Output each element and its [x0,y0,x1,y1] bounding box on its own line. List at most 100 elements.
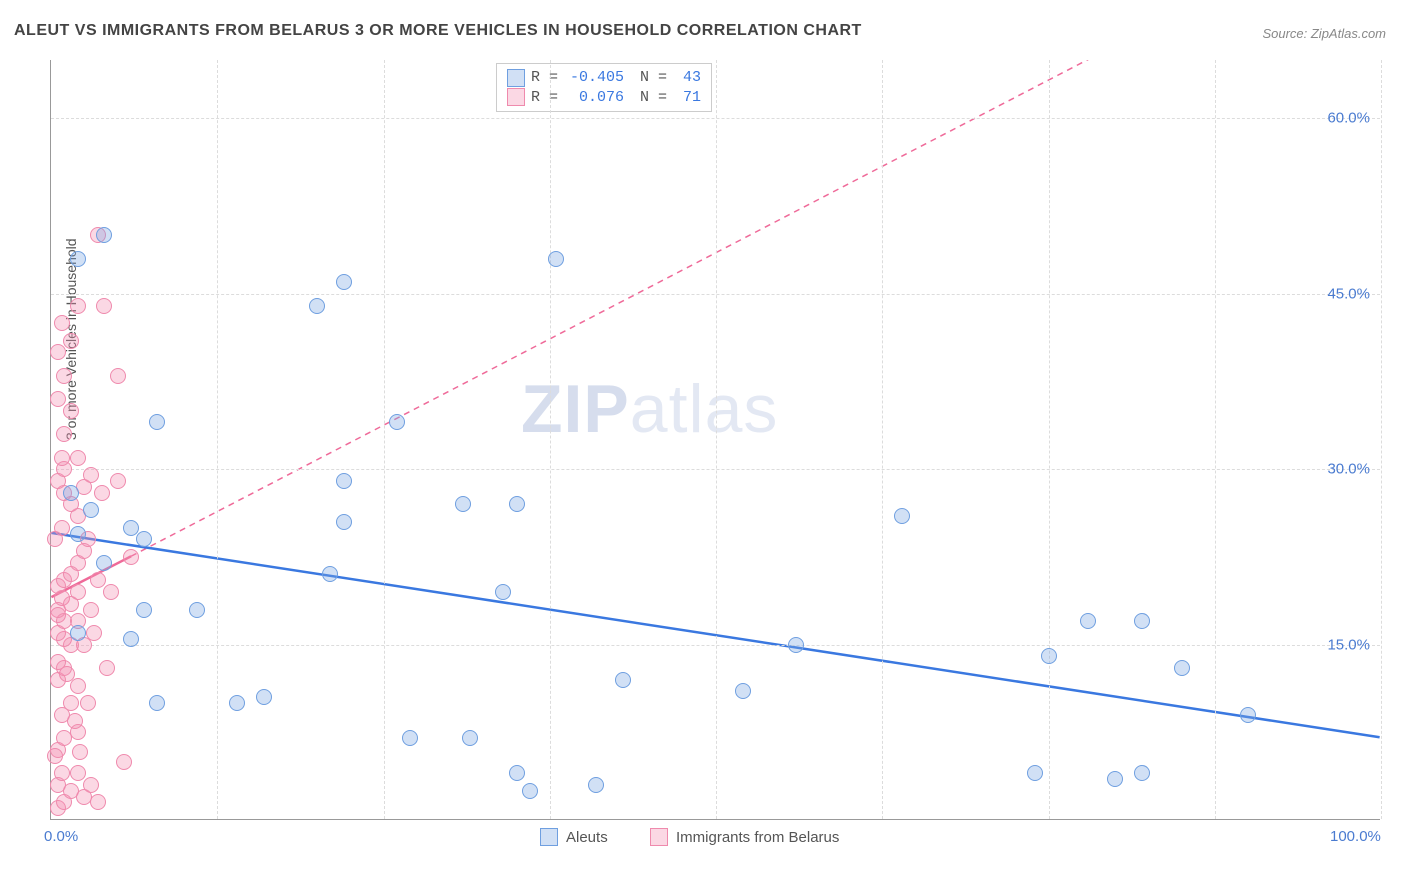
gridline-v [1215,60,1216,819]
data-point-belarus [103,584,119,600]
data-point-aleut [1041,648,1057,664]
data-point-belarus [47,531,63,547]
legend-aleut: Aleuts [540,828,608,846]
gridline-v [1381,60,1382,819]
data-point-belarus [110,368,126,384]
data-point-belarus [86,625,102,641]
data-point-aleut [336,514,352,530]
data-point-belarus [90,572,106,588]
y-tick-label: 60.0% [1327,110,1370,127]
data-point-belarus [90,794,106,810]
data-point-aleut [336,274,352,290]
gridline-v [384,60,385,819]
data-point-belarus [54,450,70,466]
chart-title: ALEUT VS IMMIGRANTS FROM BELARUS 3 OR MO… [14,22,862,40]
data-point-aleut [70,625,86,641]
data-point-aleut [495,584,511,600]
data-point-belarus [94,485,110,501]
data-point-belarus [56,368,72,384]
stat-row-belarus: R = 0.076 N = 71 [507,88,701,108]
data-point-belarus [70,298,86,314]
data-point-aleut [1134,765,1150,781]
legend-swatch [540,828,558,846]
data-point-aleut [1080,613,1096,629]
data-point-belarus [59,666,75,682]
data-point-belarus [83,602,99,618]
correlation-stats-box: R =-0.405N =43R = 0.076 N = 71 [496,63,712,112]
data-point-aleut [309,298,325,314]
data-point-aleut [615,672,631,688]
data-point-belarus [67,713,83,729]
data-point-aleut [256,689,272,705]
data-point-belarus [116,754,132,770]
data-point-belarus [99,660,115,676]
data-point-belarus [83,467,99,483]
data-point-aleut [455,496,471,512]
stat-r-label: R = [531,88,558,108]
data-point-aleut [1027,765,1043,781]
data-point-aleut [136,531,152,547]
stat-n-value: 43 [673,68,701,88]
data-point-aleut [735,683,751,699]
data-point-aleut [462,730,478,746]
data-point-belarus [70,450,86,466]
watermark: ZIPatlas [521,370,778,448]
x-tick-label: 0.0% [44,828,78,845]
x-tick-label: 100.0% [1330,828,1381,845]
data-point-belarus [110,473,126,489]
legend-swatch [507,69,525,87]
data-point-aleut [1240,707,1256,723]
data-point-belarus [63,403,79,419]
data-point-aleut [788,637,804,653]
gridline-v [716,60,717,819]
data-point-aleut [149,414,165,430]
data-point-belarus [63,333,79,349]
data-point-aleut [1107,771,1123,787]
data-point-aleut [322,566,338,582]
data-point-aleut [1174,660,1190,676]
data-point-belarus [56,426,72,442]
gridline-v [217,60,218,819]
data-point-aleut [83,502,99,518]
stat-row-aleut: R =-0.405N =43 [507,68,701,88]
data-point-belarus [123,549,139,565]
data-point-belarus [70,765,86,781]
legend-label: Aleuts [566,829,608,846]
legend-label: Immigrants from Belarus [676,829,839,846]
data-point-aleut [1134,613,1150,629]
y-tick-label: 15.0% [1327,636,1370,653]
stat-r-value: 0.076 [564,88,624,108]
legend-belarus: Immigrants from Belarus [650,828,839,846]
data-point-aleut [96,227,112,243]
data-point-aleut [63,485,79,501]
plot-area: 3 or more Vehicles in Household ZIPatlas… [50,60,1380,820]
gridline-v [550,60,551,819]
stat-n-value: 71 [673,88,701,108]
data-point-aleut [229,695,245,711]
data-point-belarus [47,748,63,764]
legend-swatch [650,828,668,846]
data-point-belarus [50,391,66,407]
data-point-aleut [402,730,418,746]
data-point-belarus [63,695,79,711]
data-point-belarus [80,695,96,711]
y-tick-label: 45.0% [1327,285,1370,302]
data-point-aleut [123,520,139,536]
data-point-aleut [70,251,86,267]
stat-r-label: R = [531,68,558,88]
data-point-aleut [149,695,165,711]
data-point-belarus [96,298,112,314]
data-point-belarus [83,777,99,793]
stat-n-label: N = [640,88,667,108]
data-point-aleut [96,555,112,571]
source-label: Source: ZipAtlas.com [1262,26,1386,41]
gridline-v [1049,60,1050,819]
chart-container: ALEUT VS IMMIGRANTS FROM BELARUS 3 OR MO… [0,0,1406,892]
gridline-v [882,60,883,819]
y-tick-label: 30.0% [1327,461,1370,478]
legend-swatch [507,88,525,106]
data-point-aleut [509,496,525,512]
data-point-belarus [50,607,66,623]
data-point-aleut [123,631,139,647]
data-point-aleut [336,473,352,489]
